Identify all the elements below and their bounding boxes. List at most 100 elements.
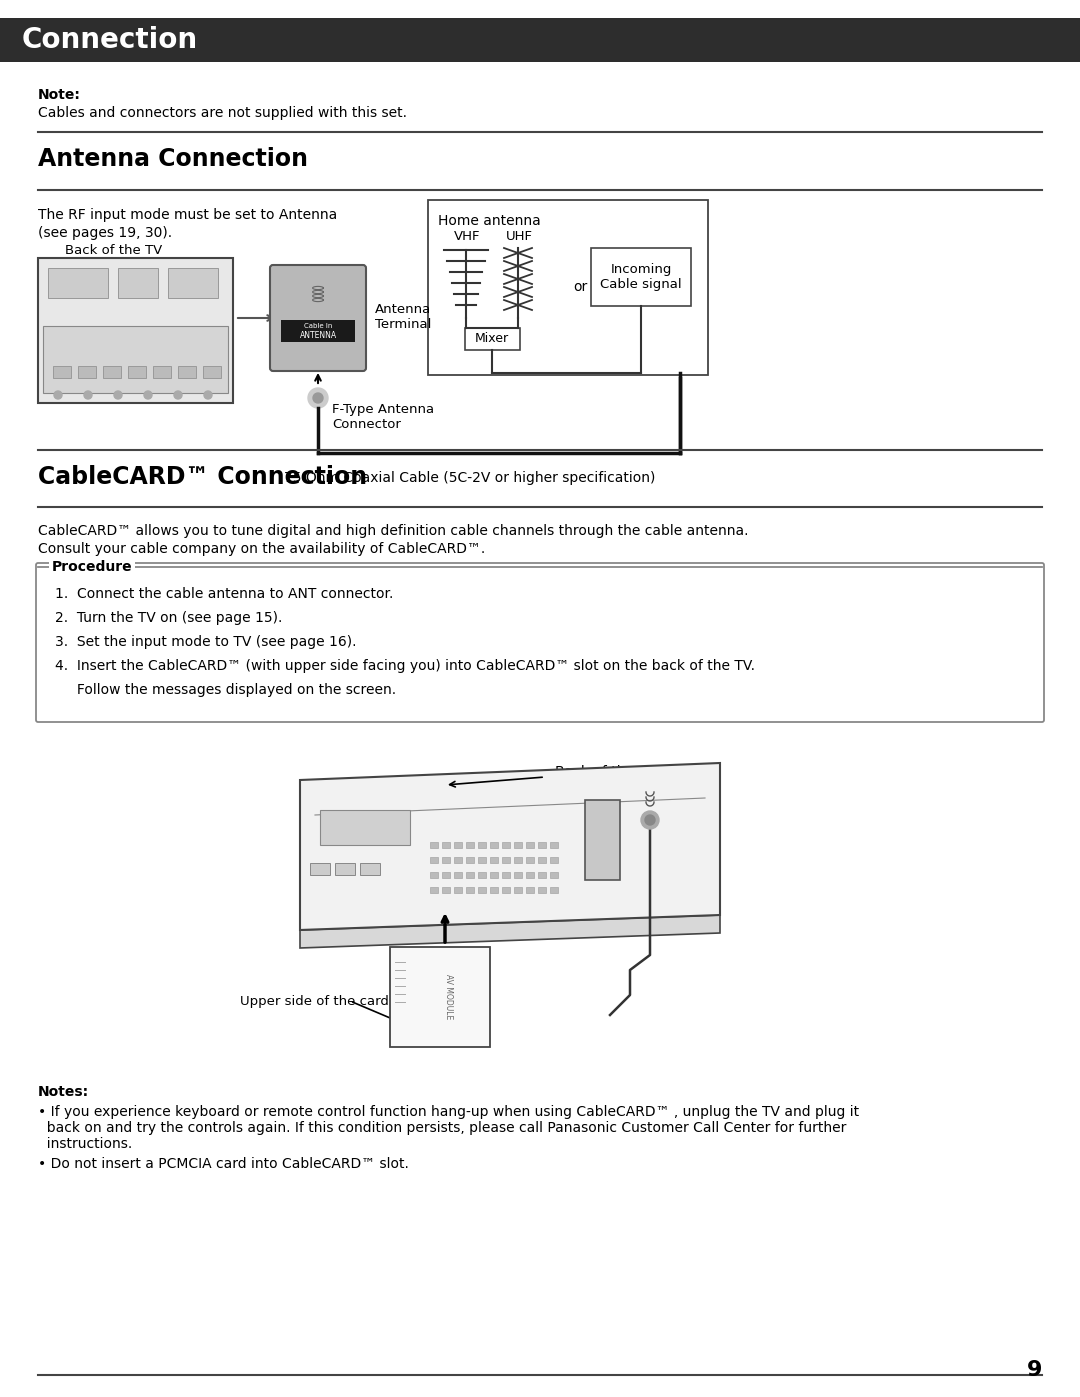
Bar: [490, 887, 498, 893]
Bar: [591, 249, 691, 306]
Bar: [514, 872, 522, 877]
Text: Notes:: Notes:: [38, 1085, 90, 1099]
Bar: [465, 842, 474, 848]
Text: 75 Ohm Coaxial Cable (5C-2V or higher specification): 75 Ohm Coaxial Cable (5C-2V or higher sp…: [284, 471, 656, 485]
Text: Cable In: Cable In: [303, 323, 333, 330]
Bar: [478, 887, 486, 893]
Bar: [538, 887, 546, 893]
Text: Follow the messages displayed on the screen.: Follow the messages displayed on the scr…: [55, 683, 396, 697]
Bar: [454, 887, 462, 893]
Bar: [478, 872, 486, 877]
Bar: [48, 268, 108, 298]
Bar: [550, 887, 558, 893]
Circle shape: [84, 391, 92, 400]
Text: Consult your cable company on the availability of CableCARD™.: Consult your cable company on the availa…: [38, 542, 485, 556]
Circle shape: [54, 391, 62, 400]
Circle shape: [114, 391, 122, 400]
Text: Procedure: Procedure: [52, 560, 133, 574]
Bar: [103, 366, 121, 379]
Bar: [550, 872, 558, 877]
Bar: [490, 842, 498, 848]
Bar: [514, 842, 522, 848]
Text: 9: 9: [1027, 1361, 1042, 1380]
Bar: [490, 872, 498, 877]
Text: VHF: VHF: [454, 231, 481, 243]
Text: Home antenna: Home antenna: [438, 214, 541, 228]
Bar: [43, 326, 228, 393]
Circle shape: [645, 814, 654, 826]
Bar: [38, 258, 233, 402]
Text: Antenna Connection: Antenna Connection: [38, 147, 308, 170]
Bar: [538, 842, 546, 848]
Text: AV MODULE: AV MODULE: [444, 974, 453, 1020]
Text: 1.  Connect the cable antenna to ANT connector.: 1. Connect the cable antenna to ANT conn…: [55, 587, 393, 601]
Bar: [526, 856, 534, 863]
Text: or: or: [573, 279, 588, 293]
Bar: [153, 366, 171, 379]
Text: CableCARD™ Connection: CableCARD™ Connection: [38, 465, 367, 489]
Bar: [526, 842, 534, 848]
Polygon shape: [300, 915, 720, 949]
Text: • If you experience keyboard or remote control function hang-up when using Cable: • If you experience keyboard or remote c…: [38, 1105, 859, 1119]
Bar: [550, 856, 558, 863]
Bar: [203, 366, 221, 379]
Bar: [502, 887, 510, 893]
Circle shape: [642, 812, 659, 828]
Text: CableCARD™ allows you to tune digital and high definition cable channels through: CableCARD™ allows you to tune digital an…: [38, 524, 748, 538]
Bar: [390, 947, 490, 1046]
FancyBboxPatch shape: [36, 563, 1044, 722]
Bar: [430, 887, 438, 893]
Text: • Do not insert a PCMCIA card into CableCARD™ slot.: • Do not insert a PCMCIA card into Cable…: [38, 1157, 409, 1171]
Bar: [464, 328, 519, 351]
Bar: [129, 366, 146, 379]
Bar: [514, 856, 522, 863]
Bar: [454, 856, 462, 863]
Bar: [478, 856, 486, 863]
Text: 4.  Insert the CableCARD™ (with upper side facing you) into CableCARD™ slot on t: 4. Insert the CableCARD™ (with upper sid…: [55, 659, 755, 673]
Bar: [465, 887, 474, 893]
Bar: [538, 872, 546, 877]
Text: Upper side of the card: Upper side of the card: [240, 995, 389, 1009]
Bar: [585, 800, 620, 880]
Text: Back of the TV: Back of the TV: [65, 244, 162, 257]
Bar: [526, 887, 534, 893]
Text: Cables and connectors are not supplied with this set.: Cables and connectors are not supplied w…: [38, 106, 407, 120]
Bar: [502, 842, 510, 848]
Text: 3.  Set the input mode to TV (see page 16).: 3. Set the input mode to TV (see page 16…: [55, 636, 356, 650]
Bar: [502, 872, 510, 877]
Text: F-Type Antenna
Connector: F-Type Antenna Connector: [332, 402, 434, 432]
Circle shape: [313, 393, 323, 402]
Circle shape: [308, 388, 328, 408]
Bar: [526, 872, 534, 877]
Bar: [550, 842, 558, 848]
Bar: [442, 856, 450, 863]
Bar: [465, 856, 474, 863]
Polygon shape: [300, 763, 720, 930]
Circle shape: [174, 391, 183, 400]
Text: Mixer: Mixer: [475, 332, 509, 345]
Text: Back of the TV: Back of the TV: [555, 766, 657, 780]
Bar: [465, 872, 474, 877]
Bar: [430, 872, 438, 877]
Bar: [442, 887, 450, 893]
Text: instructions.: instructions.: [38, 1137, 132, 1151]
Bar: [442, 842, 450, 848]
Text: 2.  Turn the TV on (see page 15).: 2. Turn the TV on (see page 15).: [55, 610, 282, 624]
Bar: [538, 856, 546, 863]
Bar: [430, 856, 438, 863]
Bar: [502, 856, 510, 863]
Circle shape: [144, 391, 152, 400]
Bar: [310, 863, 330, 875]
Bar: [53, 366, 71, 379]
Bar: [320, 810, 410, 845]
Bar: [430, 842, 438, 848]
Circle shape: [204, 391, 212, 400]
Bar: [360, 863, 380, 875]
Text: back on and try the controls again. If this condition persists, please call Pana: back on and try the controls again. If t…: [38, 1120, 847, 1134]
Text: Connection: Connection: [22, 27, 198, 54]
Bar: [490, 856, 498, 863]
Bar: [168, 268, 218, 298]
Bar: [118, 268, 158, 298]
Bar: [478, 842, 486, 848]
FancyBboxPatch shape: [270, 265, 366, 372]
